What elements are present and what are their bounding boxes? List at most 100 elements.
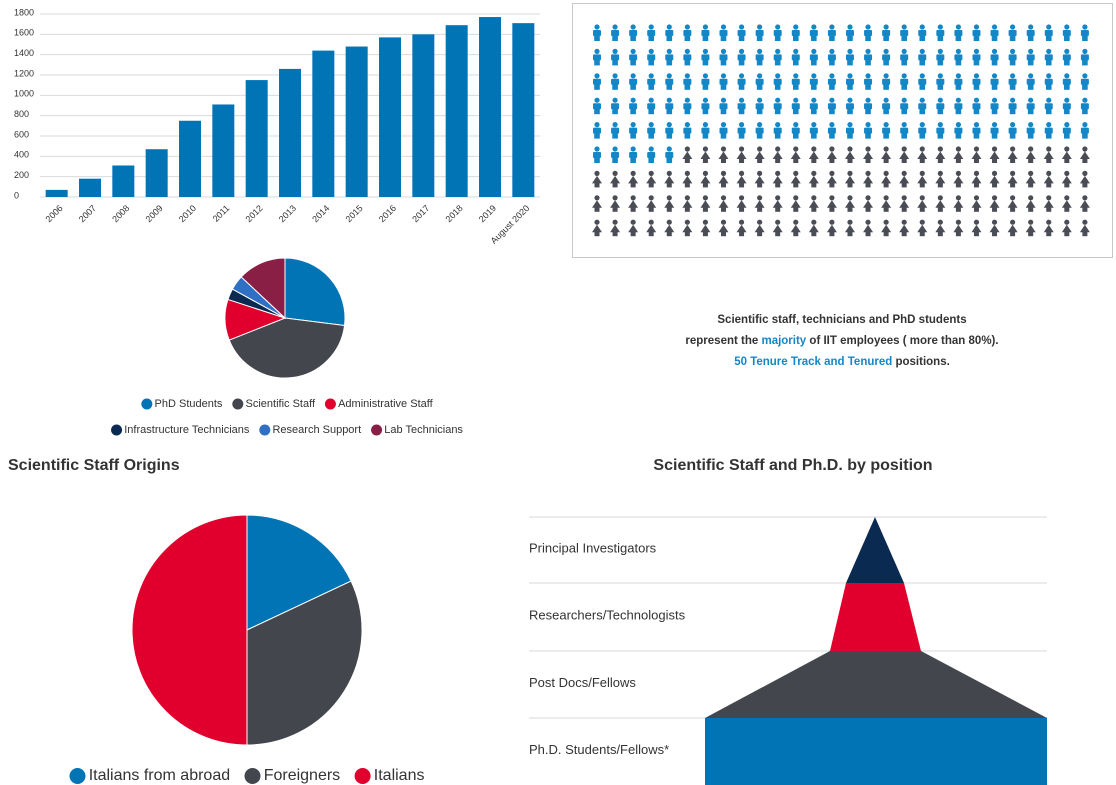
- icon-legs: [720, 35, 727, 41]
- icon-head: [738, 170, 745, 176]
- icon-head: [883, 146, 889, 152]
- icon-head: [648, 195, 654, 201]
- note-line: Scientific staff, technicians and PhD st…: [717, 314, 966, 326]
- person-icon: [881, 146, 892, 163]
- person-icon: [773, 73, 782, 90]
- icon-legs: [919, 59, 926, 66]
- icon-head: [666, 48, 672, 55]
- legend-label: PhD Students: [155, 398, 223, 410]
- icon-head: [793, 170, 799, 176]
- icon-legs: [594, 157, 600, 163]
- x-tick-label: 2012: [244, 203, 265, 224]
- person-icon: [773, 97, 782, 115]
- note-highlight: majority: [761, 335, 806, 347]
- person-icon: [1080, 97, 1089, 115]
- icon-head: [1064, 146, 1070, 152]
- icon-body: [882, 30, 891, 36]
- icon-head: [955, 195, 962, 201]
- icon-body: [610, 175, 621, 184]
- icon-head: [847, 219, 853, 225]
- icon-head: [666, 97, 672, 103]
- icon-head: [612, 24, 618, 30]
- icon-body: [772, 151, 783, 159]
- icon-body: [682, 151, 693, 159]
- icon-head: [1046, 73, 1052, 79]
- person-icon: [1044, 24, 1053, 41]
- icon-legs: [666, 108, 673, 115]
- person-icon: [683, 97, 692, 115]
- icon-body: [990, 30, 999, 36]
- icon-legs: [594, 59, 600, 66]
- person-icon: [1043, 170, 1054, 188]
- icon-body: [665, 127, 674, 134]
- icon-body: [953, 200, 964, 208]
- person-icon: [629, 24, 638, 41]
- person-icon: [1044, 122, 1053, 139]
- icon-head: [937, 73, 943, 79]
- icon-body: [936, 30, 945, 36]
- icon-legs: [937, 158, 943, 163]
- icon-head: [955, 146, 962, 152]
- icon-legs: [865, 35, 871, 41]
- icon-body: [1043, 224, 1054, 233]
- icon-legs: [648, 182, 654, 188]
- icon-body: [918, 127, 927, 134]
- icon-legs: [901, 108, 907, 115]
- icon-legs: [1064, 59, 1070, 66]
- icon-legs: [1064, 231, 1070, 237]
- icon-head: [865, 73, 871, 79]
- icon-body: [1079, 224, 1090, 233]
- icon-body: [629, 152, 638, 158]
- icon-head: [702, 219, 709, 225]
- icon-legs: [955, 206, 961, 212]
- icon-head: [648, 219, 654, 225]
- icon-head: [991, 170, 998, 176]
- icon-body: [1044, 103, 1053, 110]
- icon-legs: [919, 158, 925, 163]
- icon-head: [847, 195, 853, 201]
- person-icon: [1061, 170, 1072, 188]
- person-icon: [719, 122, 728, 139]
- icon-head: [738, 73, 745, 79]
- icon-body: [808, 200, 819, 208]
- icon-body: [737, 127, 746, 134]
- icon-head: [811, 170, 817, 176]
- person-icon: [917, 195, 928, 212]
- icon-legs: [955, 182, 961, 188]
- icon-legs: [793, 182, 799, 188]
- person-icon: [647, 146, 656, 163]
- icon-legs: [1082, 132, 1088, 139]
- icon-legs: [648, 35, 655, 41]
- legend-marker: [141, 398, 153, 410]
- icon-body: [628, 200, 639, 208]
- icon-head: [937, 24, 943, 30]
- icon-legs: [991, 108, 998, 115]
- icon-head: [720, 170, 727, 176]
- icon-body: [918, 78, 927, 85]
- icon-legs: [1027, 108, 1034, 115]
- icon-legs: [666, 157, 673, 163]
- icon-body: [972, 30, 981, 36]
- icon-head: [1028, 195, 1034, 201]
- icon-legs: [775, 158, 781, 163]
- icon-body: [827, 30, 836, 36]
- icon-legs: [738, 108, 745, 115]
- icon-legs: [865, 132, 871, 139]
- icon-head: [847, 122, 853, 128]
- icon-head: [793, 97, 799, 103]
- icon-body: [899, 175, 910, 184]
- icon-body: [1080, 127, 1089, 134]
- icon-body: [611, 54, 620, 61]
- icon-body: [664, 200, 675, 208]
- person-icon: [864, 122, 873, 139]
- icon-legs: [630, 182, 636, 188]
- icon-legs: [612, 231, 618, 237]
- y-tick-label: 1600: [14, 28, 34, 38]
- icon-body: [844, 200, 855, 208]
- person-icon: [611, 24, 620, 41]
- person-icon: [1043, 219, 1054, 237]
- icon-legs: [847, 59, 853, 66]
- icon-body: [808, 175, 819, 184]
- person-icon: [592, 219, 602, 237]
- icon-head: [702, 122, 709, 128]
